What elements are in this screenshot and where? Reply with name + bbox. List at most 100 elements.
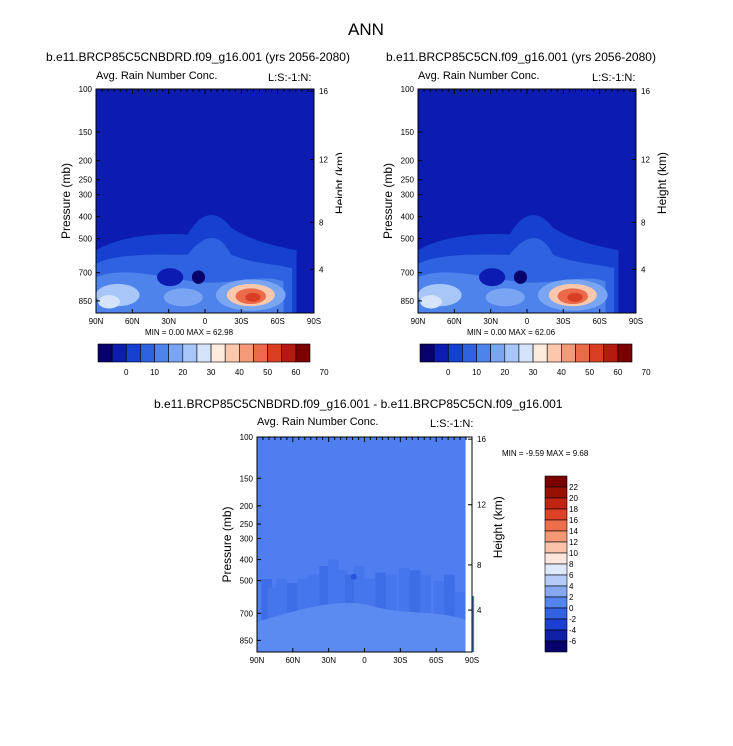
p3-xtick-label: 90N [250,656,265,665]
p3-ytick-label: 850 [240,636,254,645]
panel1-region-label: L:S:-1:N: [268,72,312,84]
cb1-swatch [253,343,268,363]
cb2-swatch [546,343,562,363]
panel1-case-title: b.e11.BRCP85C5CNBDRD.f09_g16.001 (yrs 20… [46,50,350,64]
p2-ytick-label: 850 [401,297,415,306]
p2-ytick-label: 300 [401,191,415,200]
cb3-label: 8 [569,560,574,569]
cb3-swatch [544,596,568,609]
cb2-label: 20 [500,368,509,377]
cb3-label: 6 [569,571,574,580]
p1-xtick-label: 60N [125,317,140,326]
cb2-swatch [476,343,491,363]
p1-ytick-label: 250 [79,176,93,185]
p1-ytick-label: 850 [79,297,93,306]
cb2-label: 70 [642,368,651,377]
p2-ylabel: Pressure (mb) [381,163,395,239]
p1-low-pocket-1 [157,268,184,287]
cb3-swatch [544,486,568,499]
cb3-label: 22 [569,483,578,492]
p2-xtick-label: 60S [593,317,607,326]
p3-xtick-label: 0 [362,656,367,665]
cb1-label: 40 [235,368,244,377]
p1-xtick-label: 90S [307,317,321,326]
p3-xtick-label: 90S [465,656,479,665]
cb3-label: -2 [569,615,577,624]
p2-ytick-label: 200 [401,157,415,166]
p2-low-pocket-2 [513,270,527,284]
cb2-swatch [518,343,534,363]
cb3-swatch [544,607,568,620]
panel1-variable-label: Avg. Rain Number Conc. [96,70,218,82]
cb3-swatch [544,508,568,521]
p1-polar-mask [298,89,314,313]
cb3-swatch [544,552,568,565]
p1-ytick-label: 100 [79,85,93,94]
cb1-swatch [140,343,155,363]
cb1-swatch [267,343,283,363]
cb2-swatch [433,343,449,363]
p1-ytick-label: 500 [79,235,93,244]
cb3-label: 2 [569,593,574,602]
cb3-swatch [544,574,568,587]
p2-ytick-label: 100 [401,85,415,94]
p3-y2label: Height (km) [491,496,505,558]
cb1-swatch [125,343,141,363]
cb3-swatch [544,563,568,576]
cb3-swatch [544,541,568,554]
p1-y2tick-label: 12 [319,156,328,165]
p3-y2tick-label: 12 [477,501,486,510]
panel2-stats: MIN = 0.00 MAX = 62.06 [467,328,556,337]
p1-ylabel: Pressure (mb) [59,163,73,239]
cb1-label: 20 [178,368,187,377]
cb2-swatch [589,343,605,363]
cb2-swatch [447,343,463,363]
cb3-label: 14 [569,527,578,536]
diff-stats: MIN = -9.59 MAX = 9.68 [502,449,589,458]
p3-y2tick-label: 4 [477,606,482,615]
p1-ytick-label: 300 [79,191,93,200]
cb2-label: 50 [585,368,594,377]
cb3-label: 20 [569,494,578,503]
p3-ytick-label: 100 [240,433,254,442]
cb2-swatch [575,343,590,363]
cb3-swatch [544,640,568,653]
p3-noise-column [444,574,455,652]
panel1-plot: 90N 60N 30N 0 30S 60S 90S 100 150 200 250 300 400 500… [59,85,342,326]
p2-ytick-label: 700 [401,269,415,278]
cb2-label: 40 [557,368,566,377]
cb2-swatch [561,343,576,363]
p2-xtick-label: 30N [483,317,498,326]
p3-noise-column [409,570,421,652]
figure-title: ANN [348,20,384,39]
p3-noise-column [261,578,273,652]
cb3-label: 12 [569,538,578,547]
cb1-swatch [210,343,226,363]
p2-xtick-label: 60N [447,317,462,326]
p1-ytick-label: 200 [79,157,93,166]
cb3-swatch [544,618,568,631]
p2-contour-10 [567,292,583,302]
p1-y2label: Height (km) [333,152,342,214]
cb1-swatch [97,343,113,363]
cb2-swatch [419,343,435,363]
cb3-label: 16 [569,516,578,525]
cb1-label: 10 [150,368,159,377]
p2-polar-mask [620,89,636,313]
cb2-swatch [490,343,506,363]
cb1-swatch [281,343,297,363]
cb3-label: 0 [569,604,574,613]
cb1-swatch [168,343,184,363]
cb3-label: -6 [569,637,577,646]
panel2-region-label: L:S:-1:N: [592,72,636,84]
p3-spot [350,573,357,580]
p3-ytick-label: 150 [240,474,254,483]
cb3-swatch [544,497,568,510]
cb1-swatch [224,343,240,363]
cb1-swatch [196,343,212,363]
p2-y2tick-label: 16 [641,87,650,96]
p2-low-pocket-1 [479,268,506,287]
cb3-label: 18 [569,505,578,514]
p3-noise-column [398,568,410,652]
cb2-label: 60 [613,368,622,377]
